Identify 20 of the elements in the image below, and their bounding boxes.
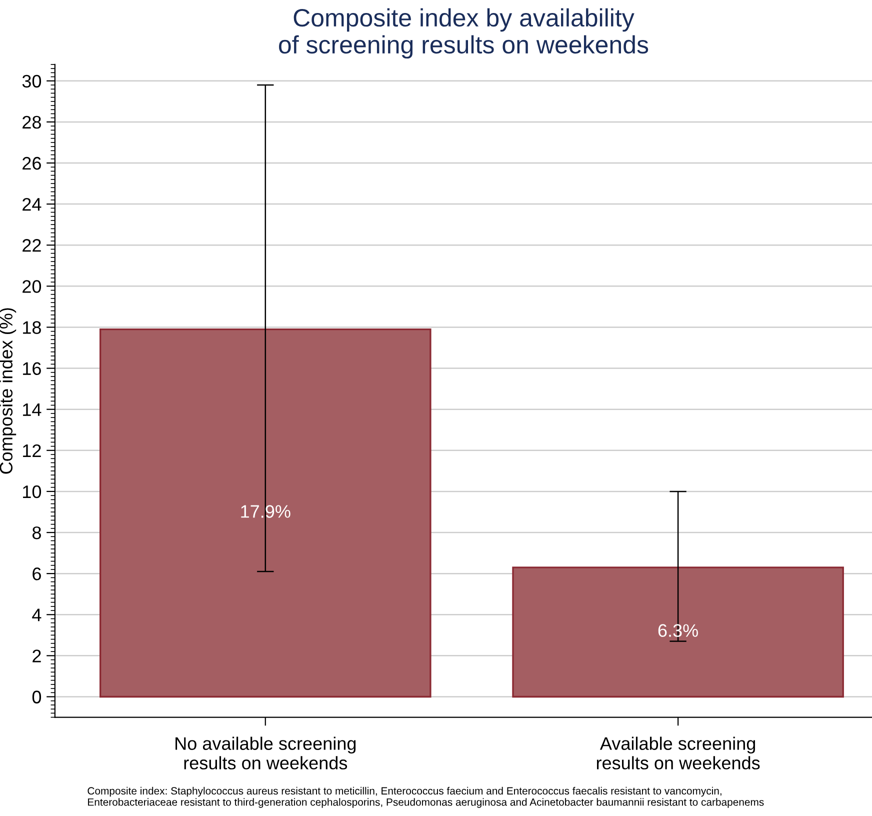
y-tick-label: 28 — [22, 116, 41, 129]
y-tick-label: 22 — [22, 239, 41, 252]
y-tick-label: 4 — [32, 608, 42, 622]
y-tick-label: 18 — [23, 321, 41, 334]
y-tick-label: 26 — [22, 156, 41, 170]
y-tick-label: 0 — [32, 690, 42, 704]
y-tick-label: 2 — [32, 650, 41, 662]
y-tick-label: 12 — [23, 444, 41, 457]
x-tick-label: Available screening results on weekends — [596, 736, 760, 770]
y-tick-label: 10 — [23, 485, 42, 498]
x-tick-label: No available screening results on weekends — [176, 736, 356, 770]
y-tick-label: 30 — [22, 74, 42, 88]
y-tick-label: 6 — [32, 568, 41, 580]
y-tick-label: 24 — [22, 198, 42, 211]
y-tick-label: 16 — [23, 362, 41, 376]
text: Composite index: Staphylococcus aureus resistant to meticillin, Enterococcus faecium and Enterococcus faecalis resistant to vancomycin, Enterobacteriaceae resistant to third-generation cephalosporins, Pseudomonas aeruginosa and Acinetobacter baumannii resistant to carbapenems — [88, 786, 764, 808]
chart-title: Composite index by availability of screening results on weekends — [279, 8, 648, 59]
y-tick-label: 14 — [23, 403, 42, 416]
y-tick-label: 8 — [32, 526, 41, 540]
y-tick-label: 20 — [22, 280, 42, 293]
